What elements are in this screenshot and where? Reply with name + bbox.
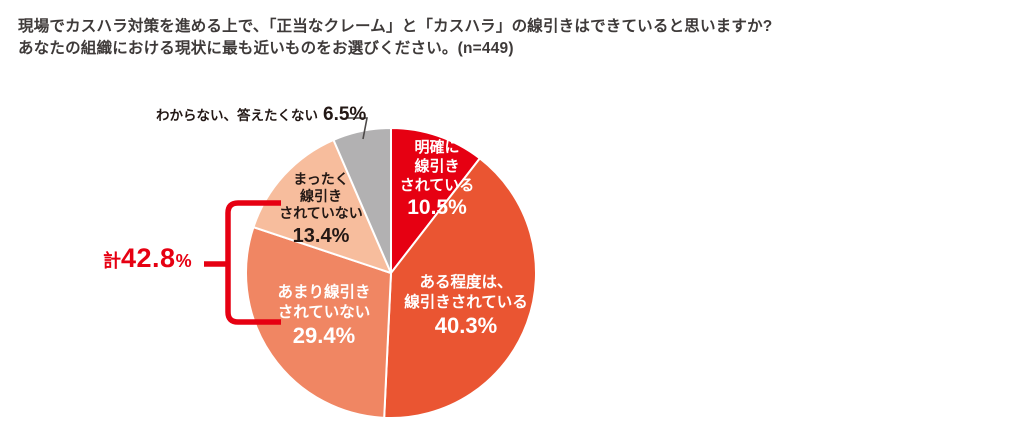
slice-name: わからない、答えたくない	[156, 108, 318, 123]
group-total-label: 計 42.8%	[103, 243, 192, 274]
chart-title-line1: 現場でカスハラ対策を進める上で、「正当なクレーム」と「カスハラ」の線引きはできて…	[18, 18, 773, 35]
chart-title: 現場でカスハラ対策を進める上で、「正当なクレーム」と「カスハラ」の線引きはできて…	[18, 16, 772, 60]
pie-slice-5	[332, 127, 392, 274]
pie-slice-3	[245, 226, 392, 419]
slice-percentage: 6.5%	[323, 104, 367, 125]
pie-slice-1	[390, 127, 481, 274]
slice-label-dont-know: わからない、答えたくない 6.5%	[156, 104, 366, 126]
pie-slice-2	[383, 157, 537, 419]
group-total-prefix: 計	[103, 251, 121, 271]
group-total-value: 42.8	[121, 243, 176, 273]
pie-slice-4	[252, 138, 392, 274]
pie-slices-group	[245, 127, 537, 419]
gray-slice-leader-line	[348, 117, 368, 140]
group-total-suffix: %	[175, 251, 192, 271]
chart-title-line2: あなたの組織における現状に最も近いものをお選びください。(n=449)	[18, 40, 514, 57]
